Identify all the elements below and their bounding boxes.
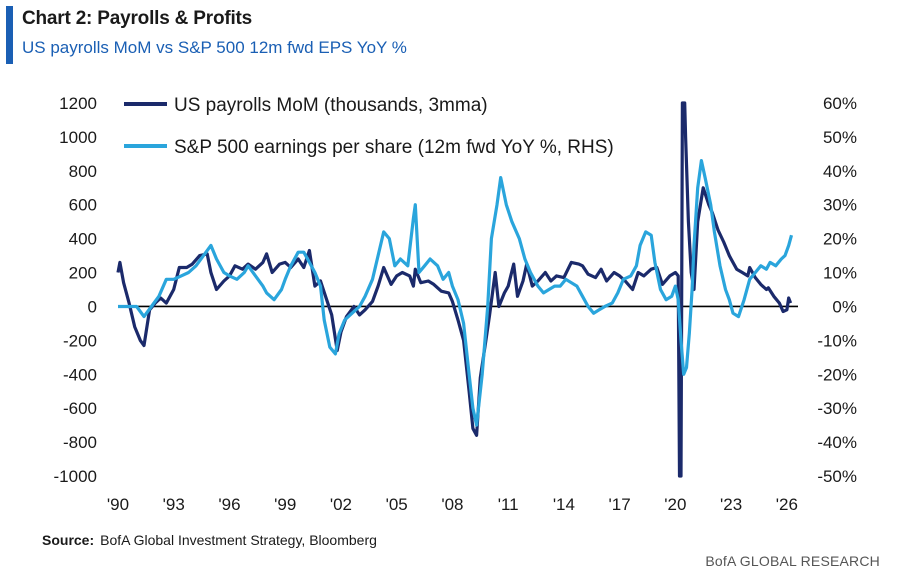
x-tick-label: '08	[441, 495, 463, 514]
y-left-tick-label: -1000	[54, 467, 97, 486]
y-left-tick-label: -200	[63, 331, 97, 350]
y-right-tick-label: 10%	[823, 264, 857, 283]
y-left-tick-label: 200	[69, 264, 97, 283]
y-left-tick-label: -400	[63, 365, 97, 384]
x-tick-label: '02	[330, 495, 352, 514]
x-tick-label: '93	[163, 495, 185, 514]
source-text: BofA Global Investment Strategy, Bloombe…	[100, 532, 377, 548]
x-tick-label: '26	[776, 495, 798, 514]
y-right-tick-label: -50%	[817, 467, 857, 486]
legend-label-payrolls: US payrolls MoM (thousands, 3mma)	[174, 95, 488, 116]
source-label: Source:	[42, 532, 95, 548]
chart-subtitle: US payrolls MoM vs S&P 500 12m fwd EPS Y…	[22, 38, 407, 57]
y-left-tick-label: -800	[63, 433, 97, 452]
chart-title: Chart 2: Payrolls & Profits	[22, 8, 253, 29]
y-right-tick-label: 20%	[823, 230, 857, 249]
y-left-tick-label: 800	[69, 162, 97, 181]
legend-label-eps: S&P 500 earnings per share (12m fwd YoY …	[174, 137, 614, 158]
y-right-tick-label: 30%	[823, 196, 857, 215]
series-line-eps	[118, 159, 794, 427]
y-right-tick-label: 0%	[832, 297, 857, 316]
y-right-tick-label: -40%	[817, 433, 857, 452]
y-left-tick-label: 1000	[59, 128, 97, 147]
y-left-tick-label: 400	[69, 230, 97, 249]
y-left-tick-label: 1200	[59, 94, 97, 113]
x-tick-label: '23	[720, 495, 742, 514]
source-note: Source: BofA Global Investment Strategy, …	[42, 532, 377, 548]
y-left-tick-label: 0	[88, 297, 97, 316]
x-tick-label: '17	[609, 495, 631, 514]
x-tick-label: '05	[386, 495, 408, 514]
x-tick-label: '11	[498, 495, 519, 514]
x-tick-label: '90	[107, 495, 129, 514]
title-accent-bar	[6, 6, 13, 64]
y-right-tick-label: 50%	[823, 128, 857, 147]
y-right-tick-label: 60%	[823, 94, 857, 113]
x-tick-label: '96	[218, 495, 240, 514]
y-right-tick-label: -30%	[817, 399, 857, 418]
y-left-tick-label: 600	[69, 196, 97, 215]
y-right-tick-label: 40%	[823, 162, 857, 181]
y-left-tick-label: -600	[63, 399, 97, 418]
x-tick-label: '14	[553, 495, 575, 514]
x-tick-label: '99	[274, 495, 296, 514]
x-tick-label: '20	[664, 495, 686, 514]
y-right-tick-label: -10%	[817, 331, 857, 350]
brand-footer: BofA GLOBAL RESEARCH	[705, 553, 880, 569]
y-right-tick-label: -20%	[817, 365, 857, 384]
